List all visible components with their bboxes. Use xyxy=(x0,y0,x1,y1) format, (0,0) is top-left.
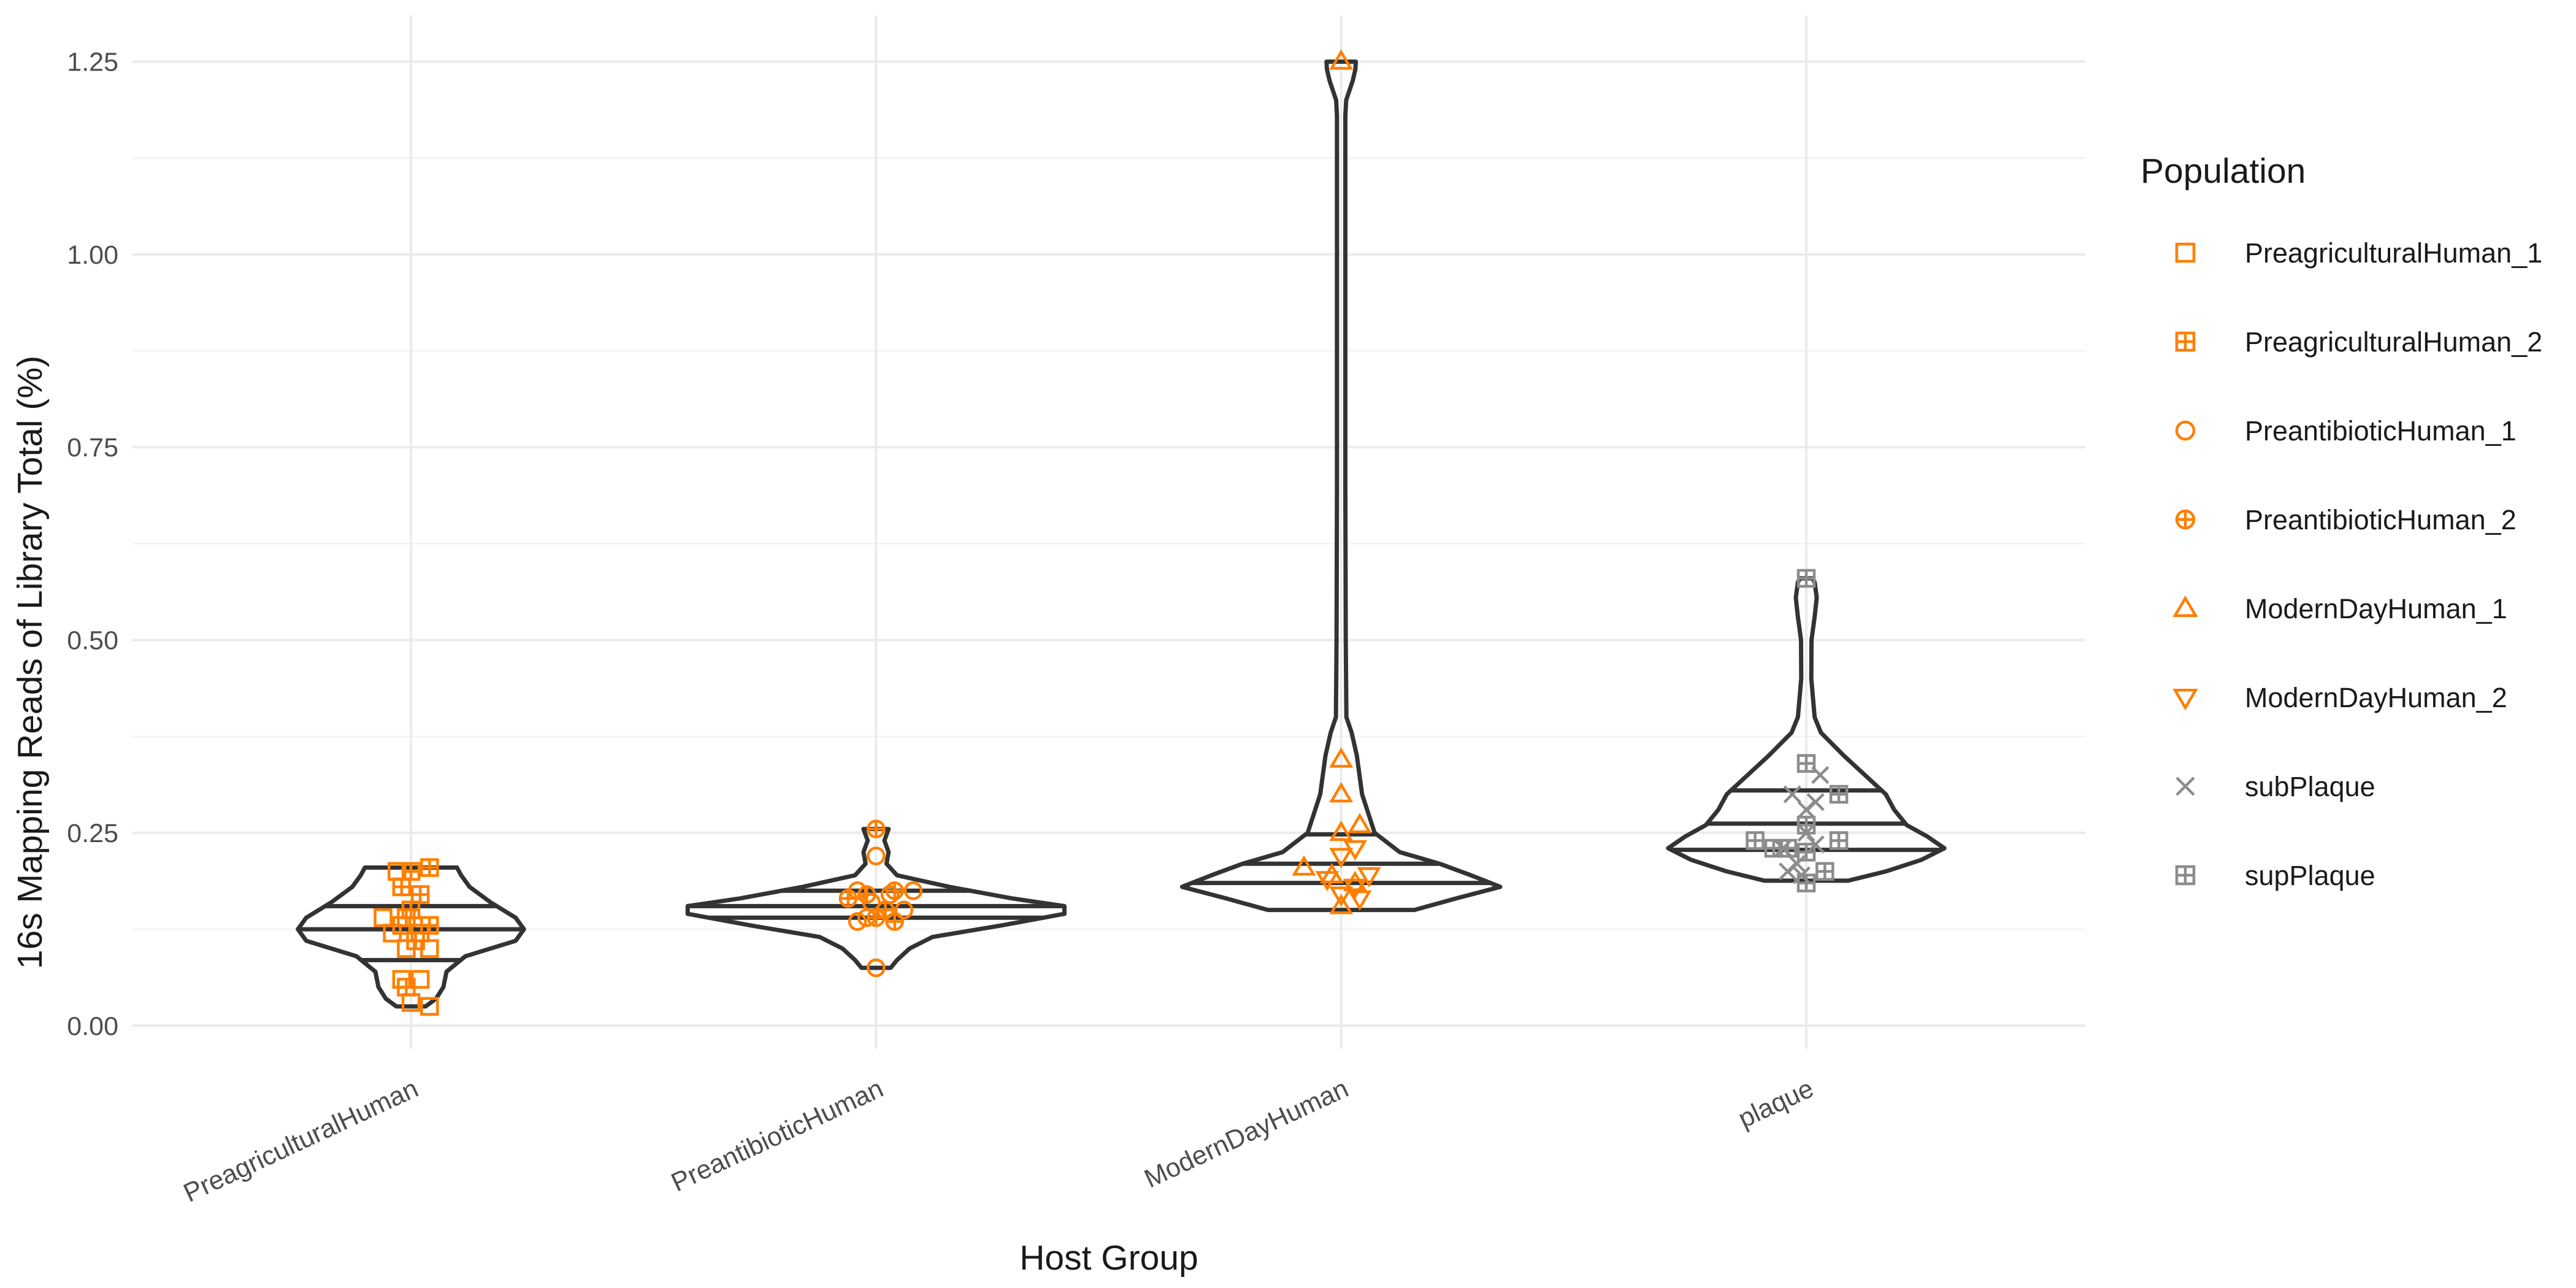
data-points xyxy=(374,49,1849,1016)
y-tick-label: 0.25 xyxy=(67,819,118,848)
data-point xyxy=(1329,49,1354,70)
x-tick-label: PreantibioticHuman xyxy=(667,1074,887,1198)
data-point xyxy=(1292,855,1316,876)
data-point xyxy=(406,931,425,951)
y-tick-label: 0.50 xyxy=(67,626,118,656)
data-point xyxy=(397,908,416,927)
x-tick-label: PreagriculturalHuman xyxy=(179,1074,423,1208)
data-point xyxy=(1329,894,1354,914)
x-tick-label: ModernDayHuman xyxy=(1140,1074,1353,1194)
data-point xyxy=(885,912,904,931)
y-tick-label: 1.25 xyxy=(67,47,118,77)
data-point xyxy=(867,846,886,865)
legend-key xyxy=(2175,331,2196,352)
data-point xyxy=(397,978,416,997)
data-point xyxy=(420,916,439,935)
y-tick-label: 0.00 xyxy=(67,1011,118,1041)
legend-label: PreagriculturalHuman_2 xyxy=(2245,326,2542,358)
data-point xyxy=(894,900,914,919)
data-point xyxy=(1329,747,1354,768)
data-point xyxy=(1796,843,1816,862)
data-point xyxy=(1347,890,1372,911)
legend-key xyxy=(2175,242,2196,263)
data-point xyxy=(1779,862,1797,881)
data-point xyxy=(1343,870,1367,891)
data-point xyxy=(1746,831,1765,850)
data-point xyxy=(838,889,858,908)
legend: Population PreagriculturalHuman_1Preagri… xyxy=(2141,151,2542,891)
data-point xyxy=(1796,754,1816,773)
data-point xyxy=(1797,800,1815,819)
legend-label: subPlaque xyxy=(2245,771,2375,802)
data-point xyxy=(1329,848,1354,868)
legend-key xyxy=(2172,595,2198,618)
data-point xyxy=(1796,816,1816,835)
legend-items: PreagriculturalHuman_1 PreagriculturalHum… xyxy=(2172,237,2542,891)
legend-label: supPlaque xyxy=(2245,860,2375,891)
data-point xyxy=(383,924,402,943)
data-point xyxy=(1357,867,1381,888)
data-point xyxy=(867,908,886,927)
data-point xyxy=(1796,569,1816,588)
data-point xyxy=(867,958,886,978)
legend-label: PreantibioticHuman_2 xyxy=(2245,504,2517,535)
data-point xyxy=(1778,838,1797,858)
violin-outline xyxy=(296,865,526,1009)
data-point xyxy=(1329,781,1354,803)
violin-outline xyxy=(1179,59,1503,913)
legend-key xyxy=(2172,688,2198,711)
legend-label: PreantibioticHuman_1 xyxy=(2245,415,2517,447)
data-point xyxy=(420,997,439,1016)
x-tick-label: plaque xyxy=(1734,1074,1818,1134)
legend-key xyxy=(2175,509,2196,530)
data-point xyxy=(1796,873,1816,892)
data-point xyxy=(1315,871,1340,892)
x-axis-ticks: PreagriculturalHuman PreantibioticHuman Mo… xyxy=(179,1074,1818,1208)
data-point xyxy=(420,858,439,877)
data-point xyxy=(1829,831,1849,850)
data-point xyxy=(1329,820,1354,841)
grid-lines xyxy=(132,15,2085,1049)
data-point xyxy=(848,912,867,931)
violin-shapes xyxy=(296,59,1947,1009)
data-point xyxy=(857,885,876,904)
y-axis-ticks: 0.00 0.25 0.50 0.75 1.00 1.25 xyxy=(67,47,118,1041)
data-point xyxy=(1329,886,1354,907)
data-point xyxy=(903,881,923,900)
y-tick-label: 1.00 xyxy=(67,240,118,270)
legend-label: ModernDayHuman_1 xyxy=(2245,593,2507,624)
x-axis-title: Host Group xyxy=(1019,1238,1198,1278)
data-point xyxy=(1829,784,1849,804)
y-axis-title: 16s Mapping Reads of Library Total (%) xyxy=(10,356,50,969)
y-tick-label: 0.75 xyxy=(67,433,118,462)
legend-key xyxy=(2175,865,2196,886)
violin-outline xyxy=(685,827,1067,970)
legend-label: ModernDayHuman_2 xyxy=(2245,682,2507,713)
legend-key xyxy=(2175,420,2196,441)
data-point xyxy=(1783,785,1801,803)
data-point xyxy=(1347,813,1372,834)
data-point xyxy=(885,881,904,900)
violin-outline xyxy=(1666,576,1947,883)
data-point xyxy=(1815,862,1834,881)
legend-key xyxy=(2175,776,2195,796)
data-point xyxy=(392,877,412,897)
legend-label: PreagriculturalHuman_1 xyxy=(2245,237,2542,269)
legend-title: Population xyxy=(2141,151,2306,191)
data-point xyxy=(867,819,886,838)
